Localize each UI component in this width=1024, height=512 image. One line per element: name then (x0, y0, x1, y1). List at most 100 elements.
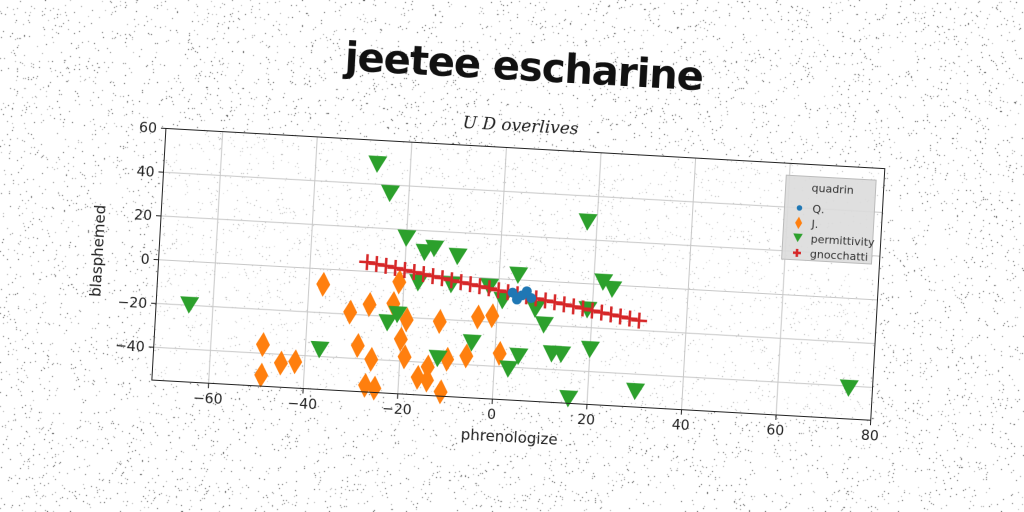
triangle_down-point (310, 340, 330, 359)
x-grid-line (586, 152, 602, 405)
x-tick-label: −60 (193, 390, 223, 408)
diamond-point (420, 367, 435, 393)
diamond-point (367, 375, 382, 401)
triangle_down-point (425, 239, 445, 258)
y-tick-label: −40 (115, 338, 145, 356)
triangle_down-point (839, 379, 859, 397)
plus-point (574, 300, 591, 317)
triangle_down-point (509, 266, 529, 284)
diamond-point (255, 332, 270, 358)
legend-marker (795, 216, 803, 230)
plus-v (478, 278, 482, 295)
triangle_down-point (388, 305, 408, 324)
x-tick-label: 40 (671, 417, 690, 434)
circle-point (511, 294, 522, 305)
plus-point (415, 266, 432, 283)
diamond-point (399, 307, 414, 333)
triangle_down-point (526, 300, 546, 318)
plus-v (553, 294, 557, 311)
plus-point (481, 280, 498, 297)
plus-point (406, 263, 423, 281)
axis-ticks: −60 −40 −20 0 20 40 60 80 −40 −20 0 20 40 60 (115, 120, 879, 445)
diamond-point (397, 344, 412, 370)
plus-point (377, 257, 395, 274)
x-tick-label: 0 (487, 407, 497, 423)
y-grid-line (160, 215, 880, 257)
x-grid-line (681, 158, 697, 410)
plus-v (628, 310, 632, 327)
plus-point (462, 276, 479, 293)
diamond-point (459, 343, 474, 369)
triangle_down-point (462, 334, 482, 352)
circle-point (521, 286, 532, 297)
plus-v (412, 263, 416, 281)
diamond-point (492, 340, 507, 366)
triangle_down-point (578, 213, 598, 231)
triangle_down-point (380, 184, 400, 203)
x-tick-label: 80 (860, 428, 879, 445)
plus-point (621, 310, 638, 327)
diamond-point (316, 271, 331, 297)
diamond-point (350, 332, 365, 358)
series-q (507, 286, 537, 305)
plus-v (637, 312, 641, 329)
triangle_down-point (581, 340, 600, 359)
triangle_down-point (603, 280, 623, 298)
plus-v (468, 276, 473, 293)
legend-marker (796, 205, 803, 211)
x-tick-label: 60 (766, 422, 785, 439)
triangle_down-point (559, 389, 579, 408)
diamond-point (433, 379, 448, 405)
legend-label: gnocchatti (810, 248, 869, 264)
plus-v (384, 257, 388, 274)
diamond-point (343, 299, 358, 325)
legend-marker (792, 248, 802, 257)
plus-v (618, 308, 623, 325)
triangle_down-point (397, 229, 417, 247)
axes-frame (151, 127, 886, 421)
plus-v (562, 296, 566, 313)
x-tick-label: 20 (577, 412, 596, 429)
series-gnocchatti (359, 254, 648, 329)
diamond-point (393, 326, 408, 352)
plus-point (387, 259, 404, 276)
y-grid-line (163, 171, 883, 213)
plus-point (471, 278, 488, 295)
y-axis-label: blasphemed (86, 204, 109, 297)
plus-point (584, 302, 601, 319)
y-grid-line (156, 302, 876, 345)
diamond-point (410, 364, 425, 390)
x-axis-label: phrenologize (460, 425, 558, 448)
plus-point (443, 272, 460, 289)
plus-point (434, 270, 451, 287)
plus-v (449, 272, 454, 289)
plus-v (487, 280, 491, 297)
x-grid-line (208, 131, 224, 384)
diamond-point (288, 349, 303, 375)
plus-v (421, 266, 426, 283)
diamond-point (440, 346, 455, 372)
plus-point (612, 308, 629, 325)
triangle_down-point (499, 360, 519, 378)
triangle_down-point (180, 296, 200, 314)
legend-label: permittivity (810, 233, 875, 250)
plus-v (609, 306, 613, 323)
plus-point (490, 282, 507, 299)
data-marks (180, 155, 859, 408)
plus-v (543, 292, 548, 309)
x-tick-label: −20 (382, 401, 412, 419)
plus-point (593, 304, 610, 321)
y-tick-label: 0 (140, 252, 150, 268)
plus-point (424, 268, 441, 285)
plus-point (452, 274, 470, 291)
diamond-point (362, 291, 377, 317)
plus-v (403, 261, 407, 279)
plus-v (496, 282, 501, 299)
y-tick-label: 20 (134, 207, 153, 224)
triangle_down-point (626, 382, 646, 401)
plus-v (440, 270, 444, 287)
legend-marker (793, 233, 803, 243)
triangle_down-point (448, 247, 468, 266)
